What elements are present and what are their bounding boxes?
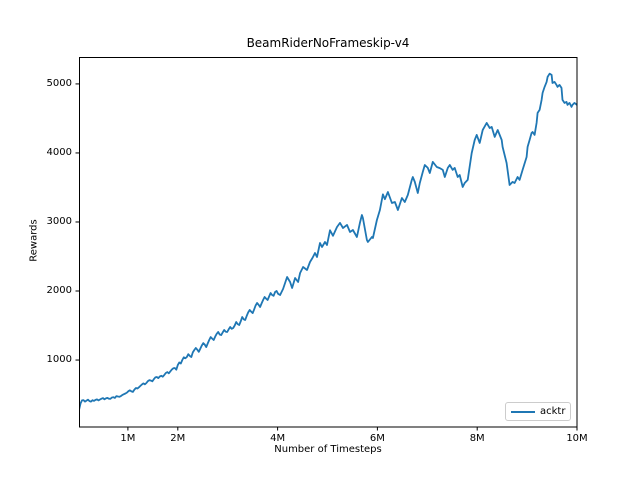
x-tick-label: 4M [270, 433, 286, 444]
y-tick-label: 1000 [46, 354, 72, 366]
axis-ticks [75, 83, 578, 431]
x-axis-label: Number of Timesteps [274, 444, 382, 455]
y-axis-label: Rewards [28, 219, 40, 262]
x-tick-label: 1M [120, 433, 136, 444]
x-tick-label: 6M [369, 433, 385, 444]
x-tick-label: 2M [170, 433, 186, 444]
x-tick-label: 8M [469, 433, 485, 444]
chart-title: BeamRiderNoFrameskip-v4 [246, 36, 410, 50]
y-tick-label: 3000 [46, 215, 72, 227]
plot-border [79, 57, 578, 428]
legend-label-acktr: acktr [540, 406, 566, 417]
data-series-group [79, 72, 577, 412]
y-tick-label: 5000 [46, 77, 72, 89]
acktr-line-series [79, 72, 577, 412]
y-tick-label: 4000 [46, 146, 72, 158]
y-tick-label: 2000 [46, 285, 72, 296]
x-tick-label: 10M [566, 433, 588, 444]
legend: acktr [505, 402, 571, 421]
legend-line-swatch [511, 410, 535, 413]
